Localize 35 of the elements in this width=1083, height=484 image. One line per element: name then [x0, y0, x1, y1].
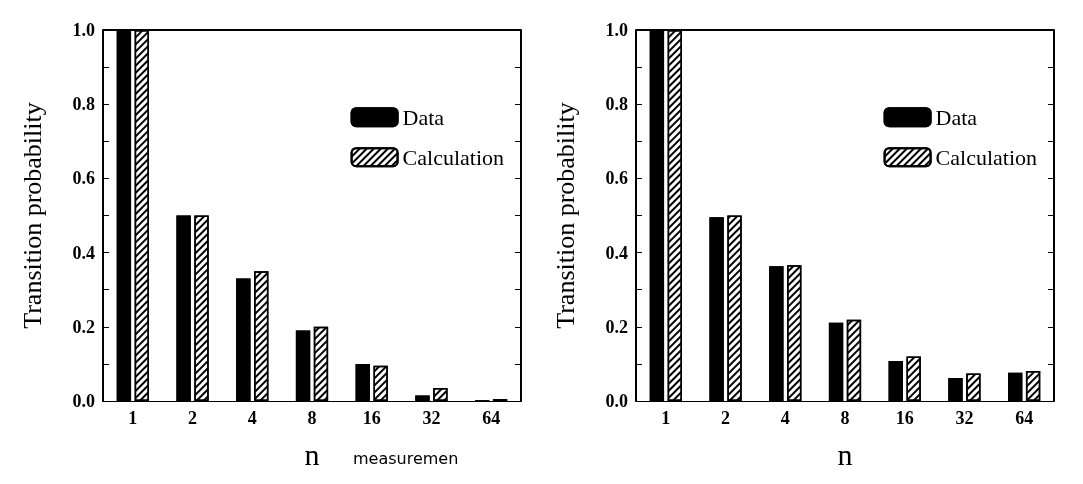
y-tick-label: 0.6 [605, 168, 628, 189]
legend-label: Data [935, 104, 978, 130]
x-tick-label: 2 [721, 408, 731, 428]
x-tick-label: 64 [482, 408, 501, 428]
y-tick-label: 0.8 [605, 94, 628, 115]
y-tick-label: 0.8 [72, 94, 95, 115]
y-tick-label: 1.0 [72, 20, 95, 40]
x-tick-label: 4 [780, 408, 790, 428]
x-tick-label: 64 [1015, 408, 1034, 428]
y-tick-label: 1.0 [605, 20, 628, 40]
legend-label: Calculation [402, 144, 505, 170]
x-tick-label: 32 [955, 408, 974, 428]
x-tick-label: 1 [128, 408, 138, 428]
x-tick-label: 4 [247, 408, 257, 428]
text: measuremen [353, 448, 459, 468]
x-tick-label: 8 [840, 408, 850, 428]
x-tick-label: 1 [661, 408, 671, 428]
y-axis-title: Transition probability [550, 102, 580, 329]
x-axis-title: n [837, 437, 853, 471]
y-tick-label: 0.2 [605, 316, 628, 337]
x-tick-label: 8 [307, 408, 317, 428]
y-tick-label: 0.4 [605, 242, 628, 263]
y-tick-label: 0.0 [72, 391, 95, 411]
y-tick-label: 0.6 [72, 168, 95, 189]
y-tick-label: 0.2 [72, 316, 95, 337]
y-axis-title: Transition probability [17, 102, 47, 329]
y-tick-label: 0.4 [72, 242, 95, 263]
x-tick-label: 16 [362, 408, 381, 428]
x-tick-label: 32 [422, 408, 441, 428]
x-axis-title: n [304, 437, 320, 471]
x-tick-label: 16 [895, 408, 914, 428]
x-tick-label: 2 [188, 408, 198, 428]
y-tick-label: 0.0 [605, 391, 628, 411]
legend-label: Data [402, 104, 445, 130]
legend-label: Calculation [935, 144, 1038, 170]
